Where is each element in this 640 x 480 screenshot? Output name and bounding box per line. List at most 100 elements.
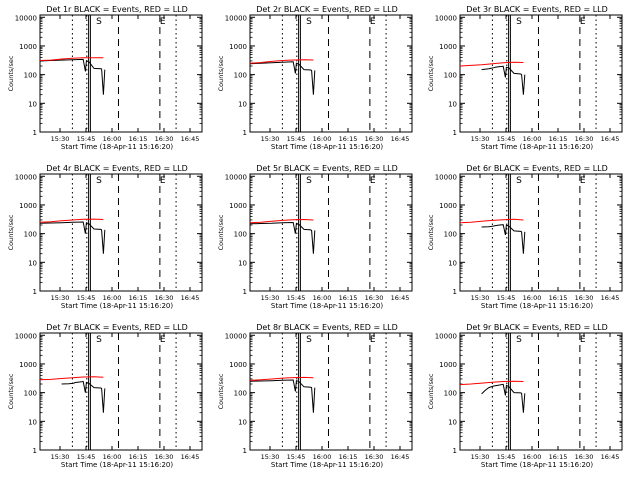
- x-tick-label: 16:45: [181, 294, 200, 302]
- plot-frame: [39, 14, 203, 133]
- x-tick-label: 16:30: [575, 135, 594, 143]
- series-line-lld: [460, 61, 524, 67]
- x-axis-label: Start Time (18-Apr-11 15:16:20): [481, 302, 593, 310]
- y-tick-label: 10000: [225, 173, 247, 181]
- x-axis-label: Start Time (18-Apr-11 15:16:20): [61, 143, 173, 151]
- marker-label-s: S: [96, 335, 102, 345]
- chart-title: Det 4r BLACK = Events, RED = LLD: [46, 164, 188, 173]
- x-axis-label: Start Time (18-Apr-11 15:16:20): [61, 461, 173, 469]
- series-line-events: [481, 65, 526, 95]
- y-tick-label: 10000: [435, 14, 457, 22]
- series-line-lld: [250, 218, 314, 224]
- plot-area: [250, 174, 387, 291]
- y-tick-label: 10000: [435, 332, 457, 340]
- x-tick-label: 15:45: [497, 294, 516, 302]
- plot-area: [460, 15, 597, 132]
- x-tick-label: 15:30: [261, 294, 280, 302]
- plot-area: [40, 15, 177, 132]
- y-tick-label: 100: [444, 231, 457, 239]
- x-tick-label: 15:30: [471, 294, 490, 302]
- x-axis-label: Start Time (18-Apr-11 15:16:20): [481, 143, 593, 151]
- y-tick-label: 100: [234, 72, 247, 80]
- chart-panel-4: Det 4r BLACK = Events, RED = LLD 1 10 100 10…: [7, 164, 203, 310]
- series-line-lld: [40, 218, 104, 223]
- marker-label-e: E: [370, 176, 376, 186]
- x-tick-label: 16:30: [155, 453, 174, 461]
- x-tick-label: 16:30: [155, 294, 174, 302]
- y-tick-label: 1: [453, 129, 457, 137]
- series-line-lld: [250, 376, 314, 381]
- x-tick-label: 16:15: [129, 135, 148, 143]
- chart-title: Det 2r BLACK = Events, RED = LLD: [256, 5, 398, 14]
- plot-area: [250, 15, 387, 132]
- chart-title: Det 7r BLACK = Events, RED = LLD: [46, 323, 188, 332]
- y-tick-label: 10: [28, 259, 37, 267]
- plot-area: [460, 333, 597, 450]
- y-tick-label: 100: [234, 231, 247, 239]
- x-tick-label: 15:30: [471, 135, 490, 143]
- plot-frame: [39, 173, 203, 292]
- plot-frame: [249, 173, 413, 292]
- marker-label-e: E: [580, 176, 586, 186]
- y-tick-label: 1: [453, 288, 457, 296]
- x-tick-label: 16:00: [523, 453, 542, 461]
- x-tick-label: 16:30: [155, 135, 174, 143]
- chart-panel-9: Det 9r BLACK = Events, RED = LLD 1 10 100 10…: [427, 323, 623, 469]
- x-tick-label: 16:15: [129, 453, 148, 461]
- y-tick-label: 10000: [15, 332, 37, 340]
- y-axis-label: Counts/sec: [7, 214, 15, 250]
- x-tick-label: 16:30: [575, 294, 594, 302]
- plot-frame: [459, 14, 623, 133]
- x-axis-label: Start Time (18-Apr-11 15:16:20): [481, 461, 593, 469]
- marker-label-s: S: [306, 176, 312, 186]
- marker-label-e: E: [160, 176, 166, 186]
- x-tick-label: 15:45: [77, 294, 96, 302]
- chart-panel-7: Det 7r BLACK = Events, RED = LLD 1 10 100 10…: [7, 323, 203, 469]
- x-axis-label: Start Time (18-Apr-11 15:16:20): [61, 302, 173, 310]
- x-tick-label: 16:45: [181, 453, 200, 461]
- chart-title: Det 1r BLACK = Events, RED = LLD: [46, 5, 188, 14]
- x-axis-label: Start Time (18-Apr-11 15:16:20): [271, 302, 383, 310]
- y-tick-label: 10: [448, 418, 457, 426]
- plot-area: [250, 333, 387, 450]
- x-tick-label: 16:00: [523, 294, 542, 302]
- y-tick-label: 1: [243, 447, 247, 455]
- x-tick-label: 16:00: [313, 294, 332, 302]
- x-tick-label: 15:30: [51, 135, 70, 143]
- plot-frame: [459, 173, 623, 292]
- x-tick-label: 16:45: [601, 135, 620, 143]
- y-tick-label: 1: [453, 447, 457, 455]
- marker-label-e: E: [370, 335, 376, 345]
- y-tick-label: 10000: [15, 14, 37, 22]
- plot-area: [460, 174, 597, 291]
- marker-label-e: E: [160, 335, 166, 345]
- y-tick-label: 1000: [439, 43, 457, 51]
- y-axis-label: Counts/sec: [217, 373, 225, 409]
- x-tick-label: 16:30: [365, 453, 384, 461]
- y-tick-label: 100: [444, 390, 457, 398]
- x-tick-label: 15:30: [471, 453, 490, 461]
- y-axis-label: Counts/sec: [427, 214, 435, 250]
- chart-title: Det 9r BLACK = Events, RED = LLD: [466, 323, 608, 332]
- y-tick-label: 10000: [225, 14, 247, 22]
- y-tick-label: 100: [24, 231, 37, 239]
- x-tick-label: 15:45: [287, 453, 306, 461]
- y-axis-label: Counts/sec: [427, 373, 435, 409]
- chart-panel-2: Det 2r BLACK = Events, RED = LLD 1 10 100 10…: [217, 5, 413, 151]
- y-tick-label: 100: [234, 390, 247, 398]
- x-tick-label: 16:45: [391, 135, 410, 143]
- y-tick-label: 10000: [225, 332, 247, 340]
- series-line-lld: [250, 59, 314, 64]
- y-tick-label: 100: [24, 390, 37, 398]
- marker-label-s: S: [516, 17, 522, 27]
- marker-label-s: S: [516, 176, 522, 186]
- x-tick-label: 16:15: [549, 135, 568, 143]
- y-tick-label: 10: [28, 100, 37, 108]
- x-tick-label: 16:30: [575, 453, 594, 461]
- y-tick-label: 100: [24, 72, 37, 80]
- y-tick-label: 1: [33, 129, 37, 137]
- y-tick-label: 1000: [439, 361, 457, 369]
- chart-panel-3: Det 3r BLACK = Events, RED = LLD 1 10 100 10…: [427, 5, 623, 151]
- marker-label-s: S: [306, 17, 312, 27]
